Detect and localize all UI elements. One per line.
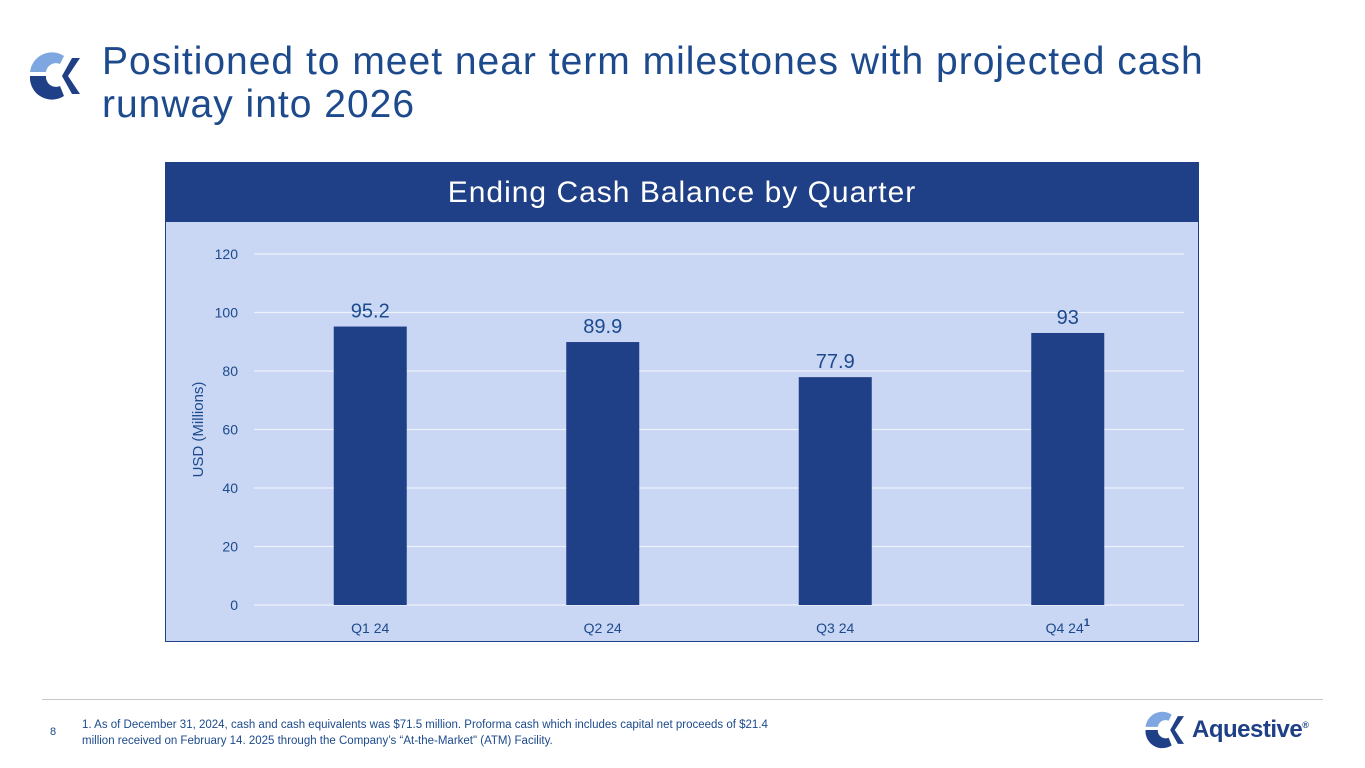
y-tick-label: 40 <box>222 480 238 496</box>
brand-name: Aquestive® <box>1192 716 1309 744</box>
slide-title: Positioned to meet near term milestones … <box>102 40 1302 126</box>
data-label: 93 <box>1057 307 1079 329</box>
cash-balance-chart-panel: Ending Cash Balance by Quarter 0 20 40 60 80… <box>165 162 1199 642</box>
page-number: 8 <box>50 726 57 738</box>
footnote-line-2: million received on February 14. 2025 th… <box>82 735 553 747</box>
bar-q2-24 <box>566 342 640 605</box>
y-tick-label: 80 <box>222 363 238 379</box>
footnote: 1. As of December 31, 2024, cash and cas… <box>82 717 952 749</box>
y-tick-label: 0 <box>230 597 238 613</box>
bar-q4-24 <box>1031 332 1105 605</box>
y-tick-label: 60 <box>222 422 238 438</box>
y-axis-label: USD (Millions) <box>190 382 207 478</box>
data-label: 77.9 <box>816 351 855 373</box>
registered-mark: ® <box>1302 720 1309 730</box>
footer-divider <box>42 699 1323 700</box>
y-tick-label: 120 <box>215 246 239 262</box>
aquestive-logo-icon <box>29 52 80 100</box>
bar-q1-24 <box>333 326 407 605</box>
y-tick-label: 20 <box>222 539 238 555</box>
aquestive-logo-icon <box>1145 711 1184 749</box>
cash-balance-bar-chart: 0 20 40 60 80 100 120 USD (Millions) 95.2 Q1 24 89… <box>190 246 1184 636</box>
footnote-line-1: 1. As of December 31, 2024, cash and cas… <box>82 719 768 731</box>
brand-logo: Aquestive® <box>1142 708 1322 752</box>
bar-q3-24 <box>798 377 872 605</box>
x-tick-label: Q1 24 <box>351 620 389 636</box>
x-tick-label: Q2 24 <box>584 620 622 636</box>
footnote-superscript: 1 <box>1084 617 1090 629</box>
slide-title-line-2: runway into 2026 <box>102 83 416 126</box>
data-label: 95.2 <box>351 301 390 323</box>
data-label: 89.9 <box>583 316 622 338</box>
chart-title: Ending Cash Balance by Quarter <box>166 163 1198 222</box>
x-tick-label: Q4 241 <box>1046 617 1090 636</box>
y-tick-label: 100 <box>215 305 239 321</box>
slide-title-line-1: Positioned to meet near term milestones … <box>102 40 1204 83</box>
x-tick-label: Q3 24 <box>816 620 854 636</box>
brand-name-text: Aquestive <box>1192 716 1303 743</box>
